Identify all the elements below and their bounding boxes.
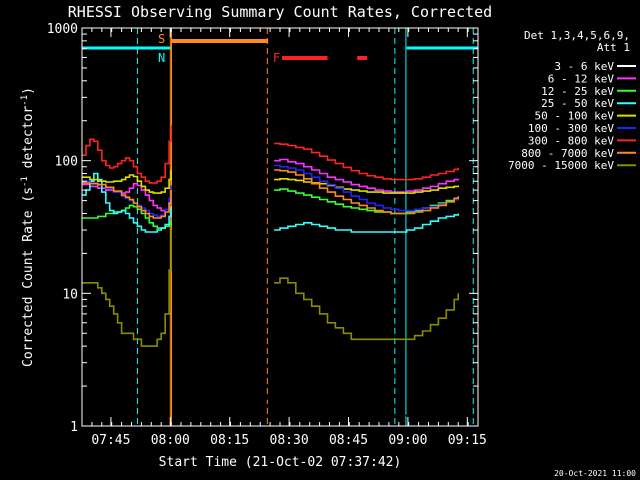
legend-label: 300 - 800 keV xyxy=(528,134,614,147)
x-axis-label: Start Time (21-Oct-02 07:37:42) xyxy=(159,455,402,470)
series-line-4 xyxy=(274,213,459,233)
y-tick-label: 100 xyxy=(55,155,78,170)
series-line-8 xyxy=(82,182,172,219)
series-line-3 xyxy=(274,188,459,215)
x-tick-label: 08:30 xyxy=(270,433,309,448)
series-line-8 xyxy=(274,169,459,215)
series-line-2 xyxy=(82,182,172,212)
legend-header: Att 1 xyxy=(597,41,630,54)
x-tick-label: 07:45 xyxy=(91,433,130,448)
axis-ticks: 1 10 100 1000 07:45 08:00 08:15 08:30 08:45 09:00… xyxy=(47,22,487,448)
series-line-9 xyxy=(82,230,172,347)
marker-letter: N xyxy=(158,51,165,65)
legend-label: 800 - 7000 keV xyxy=(521,147,614,160)
y-tick-label: 10 xyxy=(62,287,78,302)
legend-label: 6 - 12 keV xyxy=(548,72,615,85)
legend-header: Det 1,3,4,5,6,9, xyxy=(524,29,630,42)
series-line-4 xyxy=(82,172,172,233)
series-line-2 xyxy=(274,158,459,193)
legend-label: 3 - 6 keV xyxy=(554,60,614,73)
series-line-6 xyxy=(274,164,459,212)
x-tick-label: 08:15 xyxy=(210,433,249,448)
legend-label: 50 - 100 keV xyxy=(535,110,615,123)
x-tick-label: 08:00 xyxy=(151,433,190,448)
x-tick-label: 09:15 xyxy=(448,433,487,448)
marker-letter: S xyxy=(158,32,165,46)
legend-label: 7000 - 15000 keV xyxy=(508,159,614,172)
y-tick-label: 1000 xyxy=(47,22,78,37)
series-line-5 xyxy=(274,178,459,194)
x-tick-label: 08:45 xyxy=(329,433,368,448)
series-line-9 xyxy=(274,277,459,341)
y-axis-label: Corrected Count Rate (s-1 detector-1) xyxy=(20,87,36,367)
x-tick-label: 09:00 xyxy=(388,433,427,448)
chart-title: RHESSI Observing Summary Count Rates, Co… xyxy=(68,3,492,21)
legend-label: 100 - 300 keV xyxy=(528,122,614,135)
y-tick-label: 1 xyxy=(70,420,78,435)
legend-label: 12 - 25 keV xyxy=(541,85,614,98)
series-line-1 xyxy=(228,358,459,417)
series-line-5 xyxy=(82,170,172,194)
legend-label: 25 - 50 keV xyxy=(541,97,614,110)
marker-letter: F xyxy=(273,51,280,65)
series-line-7 xyxy=(274,142,459,181)
series-line-7 xyxy=(82,125,172,184)
footer-stamp: 20-Oct-2021 11:00 xyxy=(554,469,636,478)
series-layer xyxy=(82,125,459,417)
